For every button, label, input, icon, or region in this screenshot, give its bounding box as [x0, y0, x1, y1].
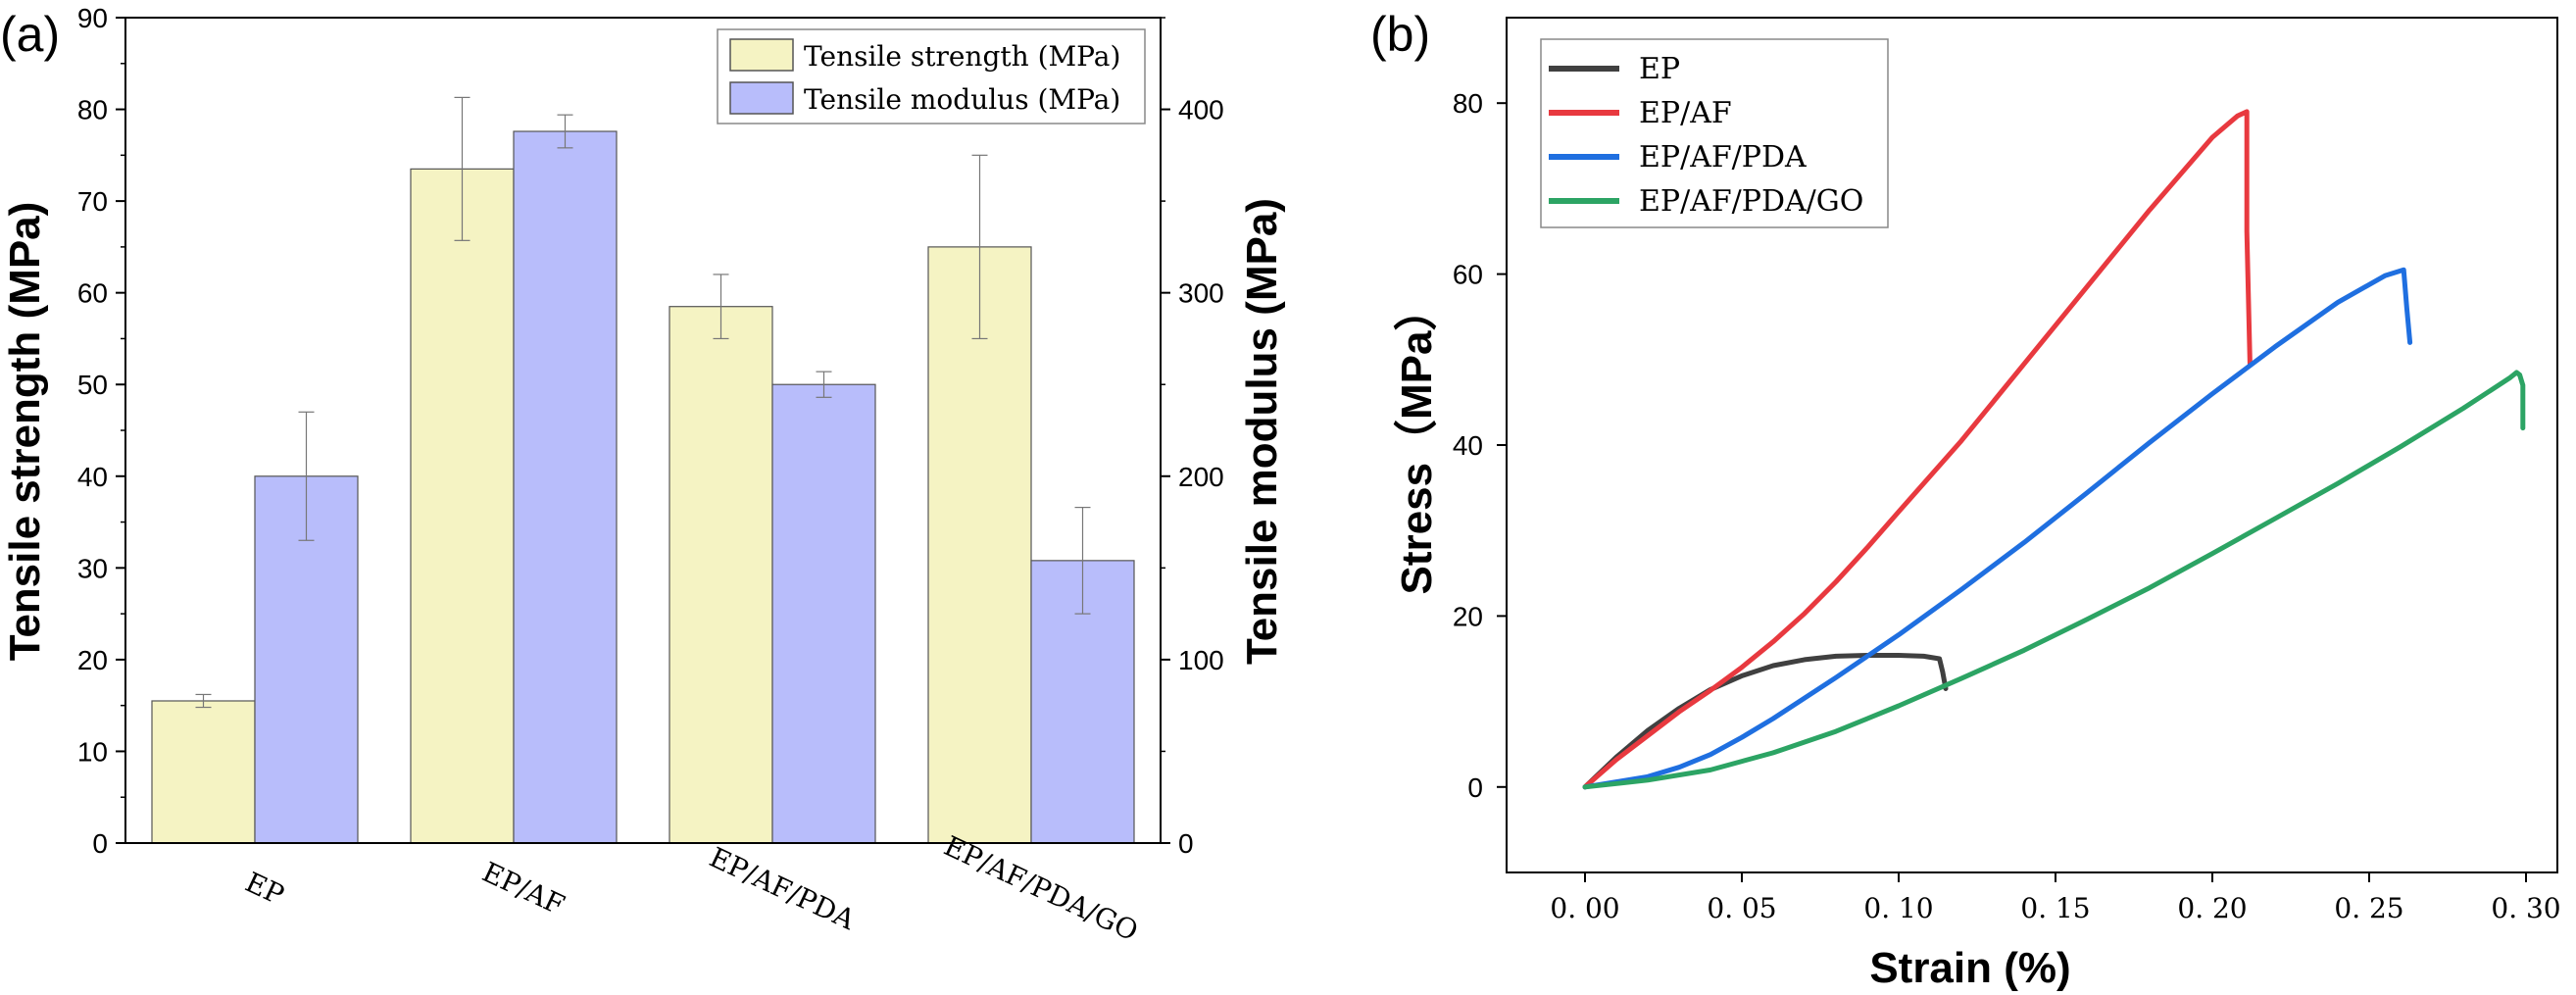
series-line-ep: [1582, 653, 1949, 790]
legend-label-ep: EP: [1639, 52, 1680, 86]
y-tick-label: 40: [1453, 430, 1483, 461]
x-tick-label: 0. 10: [1863, 892, 1933, 924]
legend-label-tensile-strength: Tensile strength (MPa): [804, 40, 1120, 73]
panel-a-right-axis-title: Tensile modulus (MPa): [1238, 198, 1286, 665]
legend-swatch-tensile-modulus: [729, 81, 794, 115]
series-line-ep-af-pda-go: [1582, 370, 2526, 790]
right-tick-label: 400: [1178, 95, 1224, 125]
legend-label-ep-af-pda: EP/AF/PDA: [1639, 140, 1807, 174]
right-tick-label: 100: [1178, 645, 1224, 675]
bar-ep-af-tensile-modulus: [513, 130, 618, 844]
bar-ep-af-pda-go-tensile-strength: [927, 246, 1032, 844]
legend-label-ep-af-pda-go: EP/AF/PDA/GO: [1639, 184, 1863, 219]
x-tick-label: 0. 25: [2334, 892, 2403, 924]
panel-a-left-axis-title: Tensile strength (MPa): [1, 202, 49, 662]
x-tick-label: 0. 20: [2177, 892, 2247, 924]
series-line-ep-af-pda: [1582, 267, 2413, 790]
left-tick-label: 80: [77, 95, 108, 125]
left-tick-label: 50: [77, 370, 108, 400]
right-tick-label: 300: [1178, 278, 1224, 309]
left-tick-label: 90: [77, 3, 108, 33]
series-line-ep-af: [1582, 109, 2253, 790]
bar-ep-tensile-strength: [151, 700, 256, 844]
bar-ep-af-pda-tensile-modulus: [771, 383, 876, 844]
right-tick-label: 0: [1178, 828, 1194, 859]
x-tick-label: 0. 05: [1707, 892, 1776, 924]
category-label-ep-af-pda: EP/AF/PDA: [705, 841, 861, 937]
legend-swatch-tensile-strength: [729, 38, 794, 72]
x-tick-label: 0. 15: [2020, 892, 2090, 924]
y-tick-label: 20: [1453, 601, 1483, 631]
panel-b-line-chart: (b) 0. 00 0. 05 0. 10 0. 15 0. 20 0. 25 0. 30 …: [1370, 7, 2561, 992]
y-tick-label: 0: [1467, 772, 1483, 803]
panel-b-y-axis-title: Stress（MPa）: [1393, 287, 1441, 594]
x-tick-label: 0. 30: [2491, 892, 2560, 924]
left-tick-label: 70: [77, 186, 108, 217]
panel-b-x-axis-title: Strain (%): [1869, 944, 2070, 992]
category-label-ep-af: EP/AF: [477, 856, 570, 921]
category-label-ep-af-pda-go: EP/AF/PDA/GO: [939, 829, 1143, 947]
panel-b-legend: EP EP/AF EP/AF/PDA EP/AF/PDA/GO: [1540, 38, 1889, 228]
panel-a-legend: Tensile strength (MPa) Tensile modulus (…: [717, 28, 1146, 124]
legend-label-tensile-modulus: Tensile modulus (MPa): [804, 83, 1120, 116]
category-label-ep: EP: [240, 866, 289, 912]
left-tick-label: 40: [77, 462, 108, 492]
x-tick-label: 0. 00: [1550, 892, 1619, 924]
left-tick-label: 30: [77, 553, 108, 583]
left-tick-label: 20: [77, 645, 108, 675]
panel-a-label: (a): [0, 7, 60, 62]
panel-b-label: (b): [1370, 7, 1430, 62]
bar-ep-af-tensile-strength: [410, 168, 515, 844]
bar-ep-af-pda-tensile-strength: [669, 306, 773, 844]
left-tick-label: 10: [77, 736, 108, 767]
y-tick-label: 80: [1453, 88, 1483, 119]
left-tick-label: 0: [92, 828, 108, 859]
panel-a-bar-chart: (a) 0 10 20 30 40 50 60 70 80 90 0 100 200 300 400 EP…: [0, 3, 1286, 948]
y-tick-label: 60: [1453, 260, 1483, 290]
left-tick-label: 60: [77, 278, 108, 309]
legend-label-ep-af: EP/AF: [1639, 96, 1732, 130]
right-tick-label: 200: [1178, 462, 1224, 492]
